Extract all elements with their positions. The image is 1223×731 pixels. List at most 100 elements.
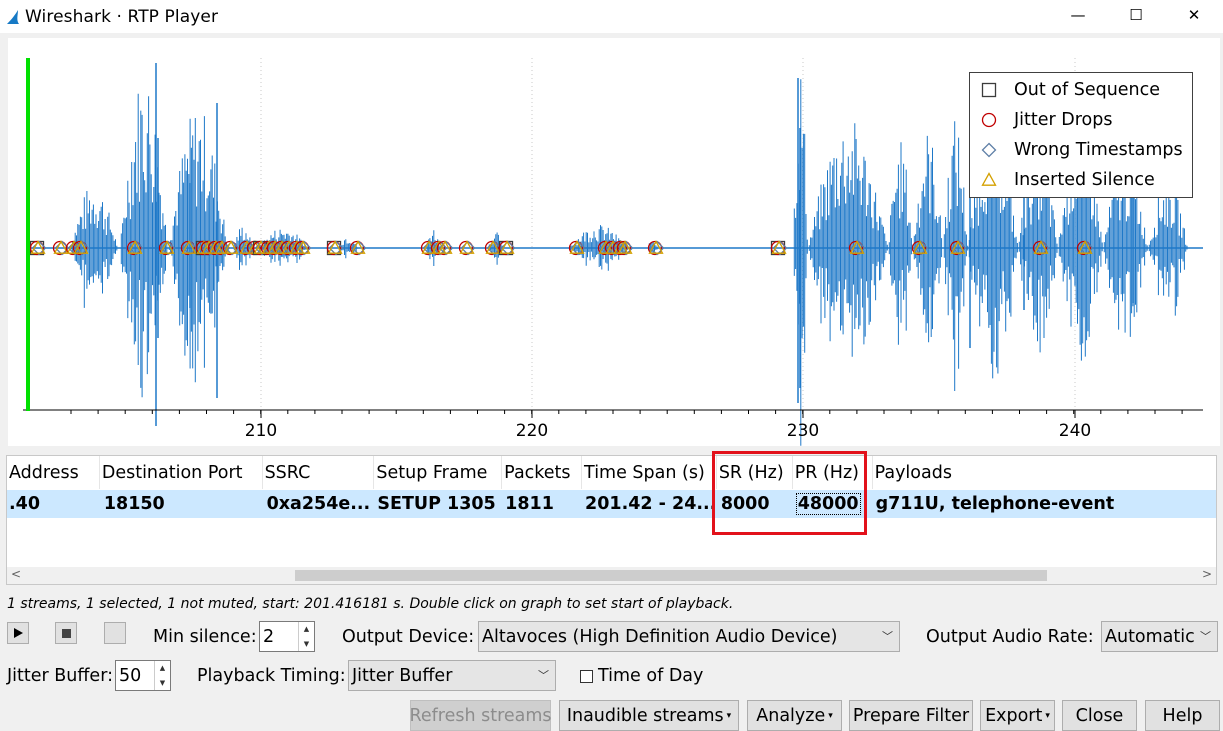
export-label: Export	[985, 705, 1043, 726]
circle-marker-icon	[288, 240, 304, 256]
column-header-pr[interactable]: PR (Hz)	[793, 456, 873, 489]
column-header[interactable]: Time Span (s)	[582, 456, 717, 489]
circle-marker-icon	[420, 240, 436, 256]
diamond-marker-icon	[981, 142, 997, 158]
column-header[interactable]: Setup Frame	[374, 456, 503, 489]
cell-setup-frame: SETUP 1305	[377, 494, 496, 514]
pause-button[interactable]	[104, 622, 126, 644]
wireshark-fin-icon	[7, 9, 19, 24]
circle-marker-icon	[195, 240, 211, 256]
circle-marker-icon	[72, 240, 88, 256]
circle-marker-icon	[158, 240, 174, 256]
jitter-buffer-spinbox[interactable]: 50 ▲ ▼	[115, 660, 171, 691]
diamond-marker-icon	[1034, 240, 1050, 256]
circle-marker-icon	[349, 240, 365, 256]
close-button[interactable]: Close	[1062, 700, 1137, 731]
status-text: 1 streams, 1 selected, 1 not muted, star…	[7, 596, 734, 612]
column-header[interactable]: Address	[7, 456, 100, 489]
diamond-marker-icon	[850, 240, 866, 256]
output-rate-select[interactable]: Automatic ﹀	[1101, 621, 1218, 652]
legend-item: Out of Sequence	[978, 78, 1160, 102]
table-header: Address Destination Port SSRC Setup Fram…	[7, 456, 1216, 489]
column-header[interactable]: SSRC	[263, 456, 375, 489]
circle-marker-icon	[458, 240, 474, 256]
legend-item: Jitter Drops	[978, 108, 1113, 132]
legend-label: Out of Sequence	[1014, 80, 1161, 100]
min-silence-label: Min silence:	[153, 627, 257, 647]
diamond-marker-icon	[328, 240, 344, 256]
column-header[interactable]: Packets	[502, 456, 583, 489]
output-device-select[interactable]: Altavoces (High Definition Audio Device)…	[478, 621, 900, 652]
triangle-marker-icon	[30, 240, 46, 254]
stop-button[interactable]	[55, 622, 77, 644]
play-button[interactable]	[7, 622, 29, 644]
streams-table[interactable]: Address Destination Port SSRC Setup Fram…	[6, 455, 1217, 585]
analyze-button[interactable]: Analyze ▾	[747, 700, 842, 731]
circle-marker-icon	[294, 240, 310, 256]
triangle-marker-icon	[295, 240, 311, 254]
circle-marker-icon	[770, 240, 786, 256]
column-header[interactable]: Destination Port	[100, 456, 263, 489]
output-rate-label: Output Audio Rate:	[926, 627, 1094, 647]
waveform-graph[interactable]: 210 220 230 240 Out of Sequence Jitter Drops…	[8, 38, 1220, 446]
circle-marker-icon	[252, 240, 268, 256]
scroll-left-icon[interactable]: <	[11, 567, 22, 581]
checkbox-icon[interactable]	[580, 669, 593, 683]
maximize-button[interactable]: ☐	[1129, 6, 1143, 24]
inaudible-streams-label: Inaudible streams	[566, 705, 724, 726]
triangle-marker-icon	[912, 240, 928, 254]
spin-arrows-icon[interactable]: ▲ ▼	[154, 661, 170, 690]
column-header[interactable]: Payloads	[874, 462, 952, 483]
circle-marker-icon	[949, 240, 965, 256]
window-title: Wireshark · RTP Player	[25, 6, 219, 27]
prepare-filter-button[interactable]: Prepare Filter	[849, 700, 973, 731]
playhead[interactable]	[26, 58, 30, 411]
circle-marker-icon	[612, 240, 628, 256]
circle-marker-icon	[180, 240, 196, 256]
column-header-sr[interactable]: SR (Hz) ^	[717, 456, 793, 489]
diamond-marker-icon	[351, 240, 367, 256]
refresh-streams-button[interactable]: Refresh streams	[409, 700, 552, 731]
tick-label: 240	[1059, 421, 1091, 441]
scrollbar-thumb[interactable]	[295, 570, 1047, 581]
chevron-down-icon: ﹀	[538, 669, 549, 682]
diamond-marker-icon	[160, 240, 176, 256]
scroll-right-icon[interactable]: >	[1201, 567, 1212, 581]
triangle-marker-icon	[350, 240, 366, 254]
inaudible-streams-button[interactable]: Inaudible streams ▾	[559, 700, 739, 731]
horizontal-scrollbar[interactable]: < >	[7, 567, 1216, 584]
close-window-button[interactable]: ✕	[1187, 6, 1201, 24]
diamond-marker-icon	[224, 240, 240, 256]
dropdown-arrow-icon: ▾	[726, 710, 732, 721]
playback-timing-select[interactable]: Jitter Buffer ﹀	[348, 660, 556, 691]
playback-timing-value: Jitter Buffer	[352, 665, 453, 686]
legend-label: Inserted Silence	[1014, 170, 1155, 190]
circle-marker-icon	[126, 240, 142, 256]
square-icon	[981, 82, 997, 98]
min-silence-spinbox[interactable]: 2 ▲ ▼	[259, 621, 315, 652]
dropdown-arrow-icon: ▾	[828, 710, 833, 721]
legend: Out of Sequence Jitter Drops Wrong Timesta…	[969, 72, 1193, 198]
spin-arrows-icon[interactable]: ▲ ▼	[298, 622, 314, 651]
triangle-marker-icon	[73, 240, 89, 254]
triangle-marker-icon	[648, 240, 664, 254]
diamond-marker-icon	[951, 240, 967, 256]
playback-timing-label: Playback Timing:	[197, 666, 346, 686]
help-button[interactable]: Help	[1145, 700, 1220, 731]
minimize-button[interactable]: —	[1070, 6, 1086, 24]
table-row[interactable]: .40 18150 0xa254e... SETUP 1305 1811 201…	[7, 490, 1216, 518]
dropdown-arrow-icon: ▾	[1045, 710, 1050, 721]
circle-marker-icon	[568, 240, 584, 256]
triangle-marker-icon	[1077, 240, 1093, 254]
triangle-marker-icon	[437, 240, 453, 254]
output-device-value: Altavoces (High Definition Audio Device)	[482, 626, 838, 647]
time-of-day-checkbox[interactable]: Time of Day	[580, 666, 703, 686]
chevron-down-icon: ﹀	[882, 630, 893, 643]
diamond-marker-icon	[128, 240, 144, 256]
triangle-marker-icon	[127, 240, 143, 254]
circle-marker-icon	[436, 240, 452, 256]
triangle-marker-icon	[327, 240, 343, 254]
diamond-marker-icon	[432, 240, 448, 256]
export-button[interactable]: Export ▾	[980, 700, 1055, 731]
triangle-marker-icon	[53, 240, 69, 254]
